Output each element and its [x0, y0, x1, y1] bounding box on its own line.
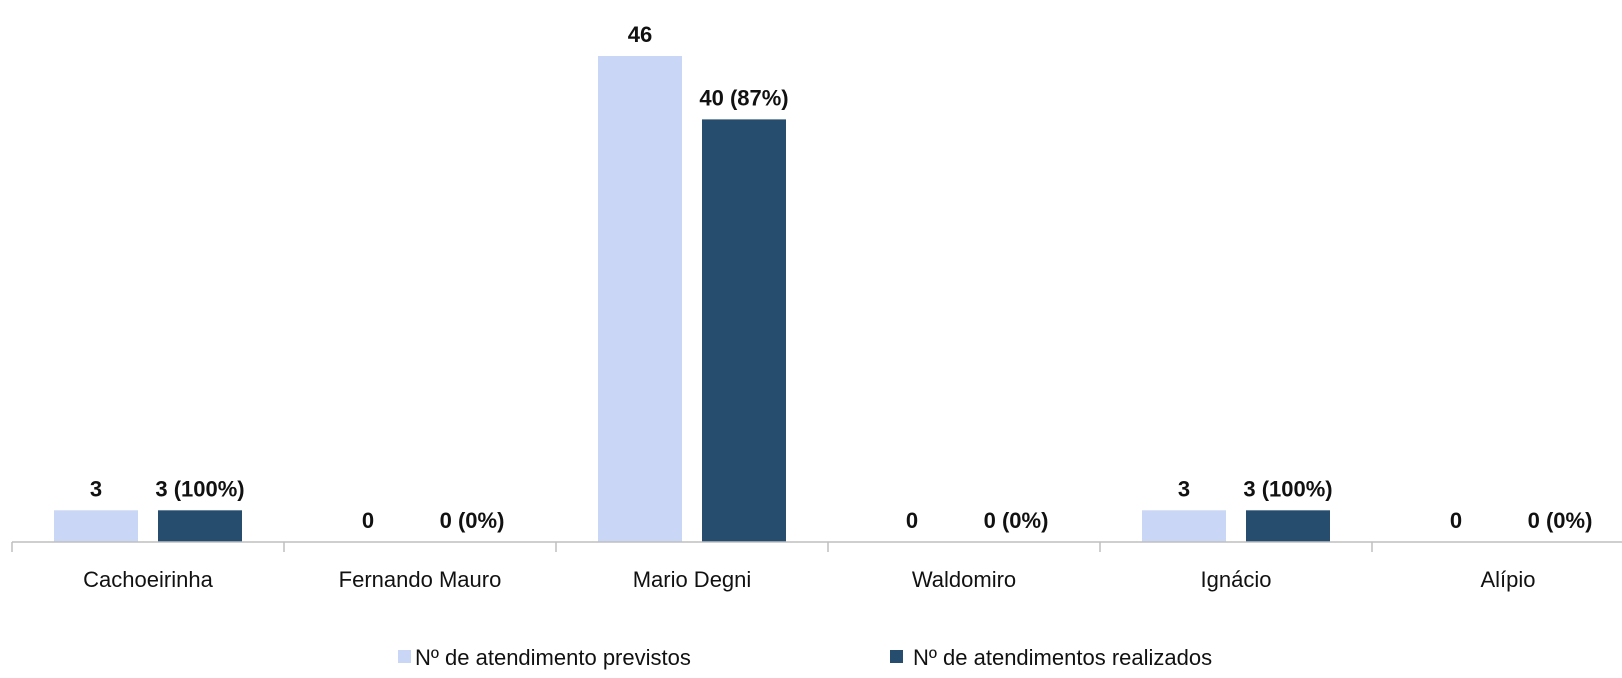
x-tick-labels: Cachoeirinha Fernando Mauro Mario Degni Wal… — [83, 567, 1535, 592]
data-label-realizados-alipio: 0 (0%) — [1528, 508, 1593, 533]
data-label-previstos-ignacio: 3 — [1178, 476, 1190, 501]
data-label-realizados-ignacio: 3 (100%) — [1243, 476, 1332, 501]
data-label-previstos-alipio: 0 — [1450, 508, 1462, 533]
data-label-realizados-cachoeirinha: 3 (100%) — [155, 476, 244, 501]
bar-previstos-mario-degni — [598, 56, 682, 542]
bar-previstos-ignacio — [1142, 510, 1226, 542]
legend-swatch-previstos — [398, 650, 411, 663]
x-tick-label-waldomiro: Waldomiro — [912, 567, 1016, 592]
data-label-realizados-waldomiro: 0 (0%) — [984, 508, 1049, 533]
x-tick-label-alipio: Alípio — [1480, 567, 1535, 592]
legend: Nº de atendimento previstos Nº de atendim… — [398, 645, 1212, 670]
legend-label-previstos: Nº de atendimento previstos — [415, 645, 691, 670]
data-label-realizados-mario-degni: 40 (87%) — [699, 85, 788, 110]
legend-swatch-realizados — [890, 650, 903, 663]
bars-layer — [54, 56, 1330, 543]
bar-realizados-ignacio — [1246, 510, 1330, 542]
data-label-previstos-waldomiro: 0 — [906, 508, 918, 533]
x-axis — [11, 541, 1622, 552]
bar-realizados-cachoeirinha — [158, 510, 242, 542]
data-label-previstos-cachoeirinha: 3 — [90, 476, 102, 501]
data-labels: 3 3 (100%) 0 0 (0%) 46 40 (87%) 0 0 (0%) 3 3 (100… — [90, 22, 1593, 533]
x-tick-label-cachoeirinha: Cachoeirinha — [83, 567, 213, 592]
data-label-realizados-fernando-mauro: 0 (0%) — [440, 508, 505, 533]
data-label-previstos-fernando-mauro: 0 — [362, 508, 374, 533]
x-tick-label-fernando-mauro: Fernando Mauro — [339, 567, 502, 592]
bar-realizados-mario-degni — [702, 119, 786, 543]
legend-label-realizados: Nº de atendimentos realizados — [913, 645, 1212, 670]
bar-previstos-cachoeirinha — [54, 510, 138, 542]
data-label-previstos-mario-degni: 46 — [628, 22, 652, 47]
x-tick-label-ignacio: Ignácio — [1201, 567, 1272, 592]
x-tick-label-mario-degni: Mario Degni — [633, 567, 752, 592]
